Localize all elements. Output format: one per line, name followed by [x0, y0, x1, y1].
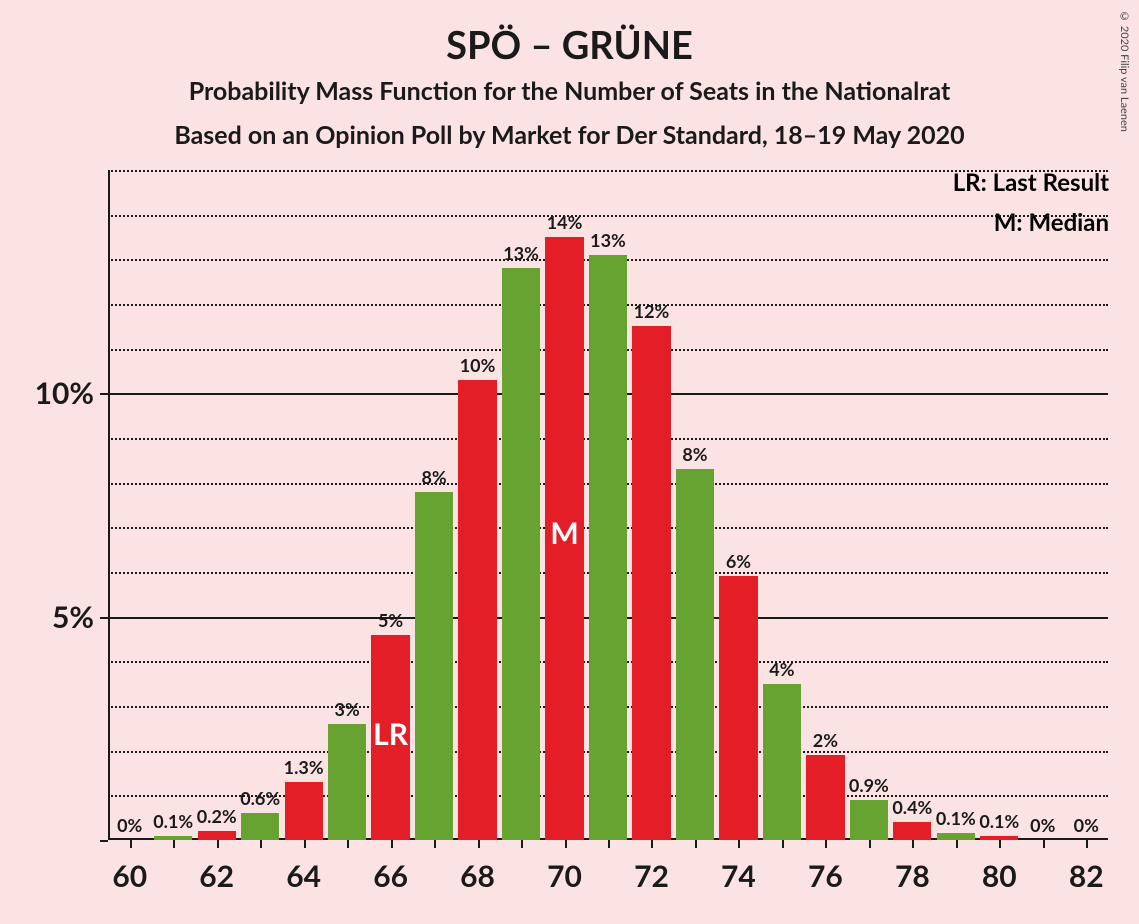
chart-bar: 4% — [763, 684, 801, 840]
chart-bar: 0.4% — [893, 822, 931, 840]
bar-value-label: 0.1% — [936, 807, 976, 833]
chart-bar: 6% — [719, 576, 757, 840]
bar-value-label: 0.1% — [979, 810, 1019, 836]
bar-value-label: 0.2% — [197, 805, 237, 831]
chart-bar: 1.3% — [285, 782, 323, 840]
x-axis-label: 82 — [1069, 840, 1104, 894]
bar-value-label: 8% — [682, 443, 707, 469]
bar-value-label: 10% — [460, 354, 496, 380]
chart-bar: 0.1% — [980, 836, 1018, 840]
x-tick — [260, 840, 262, 848]
chart-bar: 0.1% — [937, 833, 975, 840]
x-tick — [521, 840, 523, 848]
bar-value-label: 2% — [813, 729, 838, 755]
x-axis-label: 62 — [199, 840, 234, 894]
chart-bar: 5%LR — [371, 635, 409, 840]
x-tick — [1043, 840, 1045, 848]
bar-value-label: 6% — [726, 550, 751, 576]
median-marker: M — [550, 515, 578, 551]
chart-bar: 12% — [632, 326, 670, 840]
y-axis-line — [108, 170, 110, 840]
chart-container: SPÖ – GRÜNE Probability Mass Function fo… — [0, 0, 1139, 924]
bar-value-label: 0.4% — [892, 796, 932, 822]
bar-value-label: 13% — [590, 229, 626, 255]
bar-value-label: 0.6% — [240, 787, 280, 813]
chart-bar: 2% — [806, 755, 844, 840]
x-axis-label: 72 — [634, 840, 669, 894]
bar-value-label: 0.1% — [153, 810, 193, 836]
x-tick — [869, 840, 871, 848]
chart-bar: 0.6% — [241, 813, 279, 840]
chart-bar: 8% — [415, 492, 453, 840]
gridline-minor — [108, 215, 1108, 217]
bar-value-label: 1.3% — [284, 756, 324, 782]
y-axis-label: 10% — [35, 375, 108, 411]
x-axis-label: 66 — [373, 840, 408, 894]
chart-bar: 0.2% — [198, 831, 236, 840]
chart-bar: 0.1% — [154, 836, 192, 840]
bar-value-label: 14% — [547, 211, 583, 237]
chart-bar: 3% — [328, 724, 366, 840]
bar-value-label: 4% — [769, 658, 794, 684]
bar-value-label: 12% — [634, 300, 670, 326]
bar-value-label: 0% — [1030, 814, 1055, 840]
chart-bar: 14%M — [545, 237, 583, 840]
gridline-minor — [108, 170, 1108, 172]
chart-bar: 0.9% — [850, 800, 888, 840]
x-tick — [608, 840, 610, 848]
bar-value-label: 3% — [335, 698, 360, 724]
y-tick — [100, 840, 108, 842]
x-axis-label: 60 — [112, 840, 147, 894]
x-axis-label: 76 — [808, 840, 843, 894]
chart-bar: 13% — [502, 268, 540, 840]
x-axis-label: 70 — [547, 840, 582, 894]
chart-bar: 10% — [458, 380, 496, 840]
x-tick — [782, 840, 784, 848]
chart-bar: 8% — [676, 469, 714, 840]
y-axis-label: 5% — [52, 599, 108, 635]
x-tick — [695, 840, 697, 848]
bar-value-label: 5% — [378, 609, 403, 635]
x-tick — [956, 840, 958, 848]
bar-value-label: 8% — [421, 466, 446, 492]
x-axis-label: 80 — [982, 840, 1017, 894]
bar-value-label: 13% — [503, 242, 539, 268]
chart-title: SPÖ – GRÜNE — [0, 0, 1139, 68]
x-tick — [173, 840, 175, 848]
bar-value-label: 0.9% — [849, 774, 889, 800]
x-axis-label: 74 — [721, 840, 756, 894]
x-tick — [434, 840, 436, 848]
chart-bar: 13% — [589, 255, 627, 840]
x-axis-label: 64 — [286, 840, 321, 894]
x-axis-label: 68 — [460, 840, 495, 894]
last-result-marker: LR — [373, 716, 408, 752]
x-tick — [347, 840, 349, 848]
bar-value-label: 0% — [117, 814, 142, 840]
plot-area: 5%10%6062646668707274767880820%0.1%0.2%0… — [108, 170, 1108, 840]
copyright-notice: © 2020 Filip van Laenen — [1118, 10, 1131, 132]
bar-value-label: 0% — [1074, 814, 1099, 840]
chart-subtitle-1: Probability Mass Function for the Number… — [0, 76, 1139, 106]
x-axis-label: 78 — [895, 840, 930, 894]
chart-subtitle-2: Based on an Opinion Poll by Market for D… — [0, 120, 1139, 150]
